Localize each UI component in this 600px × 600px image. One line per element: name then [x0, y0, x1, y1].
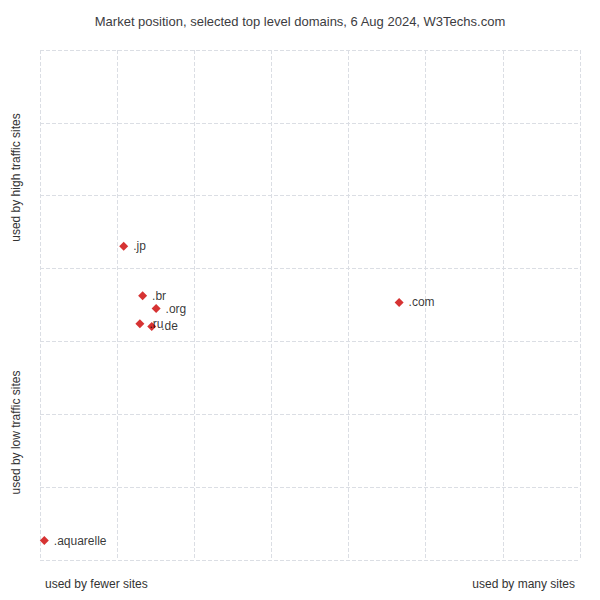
- svg-text:Market position, selected top: Market position, selected top level doma…: [95, 14, 505, 29]
- svg-text:used by fewer sites: used by fewer sites: [45, 577, 148, 591]
- svg-text:.jp: .jp: [133, 239, 146, 253]
- svg-text:.org: .org: [166, 302, 187, 316]
- svg-text:.ru: .ru: [149, 316, 164, 331]
- svg-text:used by many sites: used by many sites: [472, 577, 575, 591]
- svg-text:used by high traffic sites: used by high traffic sites: [9, 113, 23, 242]
- svg-text:.de: .de: [161, 319, 178, 333]
- svg-text:used by low traffic sites: used by low traffic sites: [9, 371, 23, 495]
- svg-text:.com: .com: [409, 295, 435, 309]
- svg-text:.br: .br: [152, 289, 166, 303]
- svg-text:.aquarelle: .aquarelle: [54, 534, 107, 548]
